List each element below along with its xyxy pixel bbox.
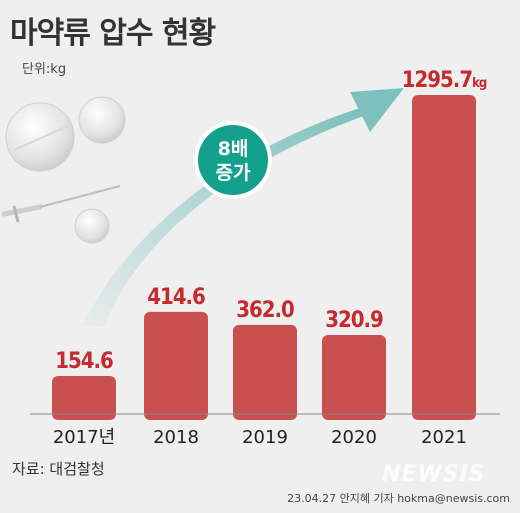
chart-title: 마약류 압수 현황: [10, 16, 216, 51]
x-tick-label: 2020: [331, 427, 377, 448]
x-labels-group: 2017년 2018 2019 2020 2021: [53, 427, 467, 448]
value-labels-group: 154.6 414.6 362.0 320.9 1295.7kg: [55, 68, 488, 374]
value-label: 154.6: [55, 349, 113, 374]
pill-illustration: [5, 96, 126, 244]
bar-2021: [412, 95, 476, 420]
value-label: 362.0: [236, 298, 294, 323]
badge-line2: 증가: [216, 162, 251, 184]
syringe-icon: [1, 185, 121, 223]
x-tick-label: 2018: [153, 427, 199, 448]
value-unit: kg: [472, 76, 487, 91]
credit-line: 23.04.27 안지혜 기자 hokma@newsis.com: [287, 492, 510, 505]
unit-label: 단위:kg: [22, 62, 67, 77]
bar-2017년: [52, 375, 116, 420]
bar-2019: [233, 324, 297, 420]
pill-icon: [74, 208, 110, 244]
x-tick-label: 2017년: [53, 427, 115, 448]
growth-arrow-icon: [82, 88, 404, 326]
badge-line1: 8배: [218, 138, 249, 160]
increase-badge: 8배 증가: [194, 121, 272, 199]
source-label: 자료: 대검찰청: [12, 460, 105, 478]
bar-2018: [144, 311, 208, 420]
value-label: 320.9: [325, 308, 383, 333]
x-tick-label: 2019: [242, 427, 288, 448]
watermark-logo: NEWSIS: [382, 462, 486, 487]
value-label: 1295.7kg: [402, 68, 487, 93]
pill-icon: [78, 96, 126, 144]
bar-2020: [322, 334, 386, 420]
pill-icon: [5, 102, 75, 172]
bars-group: [52, 95, 476, 420]
value-label: 414.6: [147, 285, 205, 310]
x-tick-label: 2021: [421, 427, 467, 448]
